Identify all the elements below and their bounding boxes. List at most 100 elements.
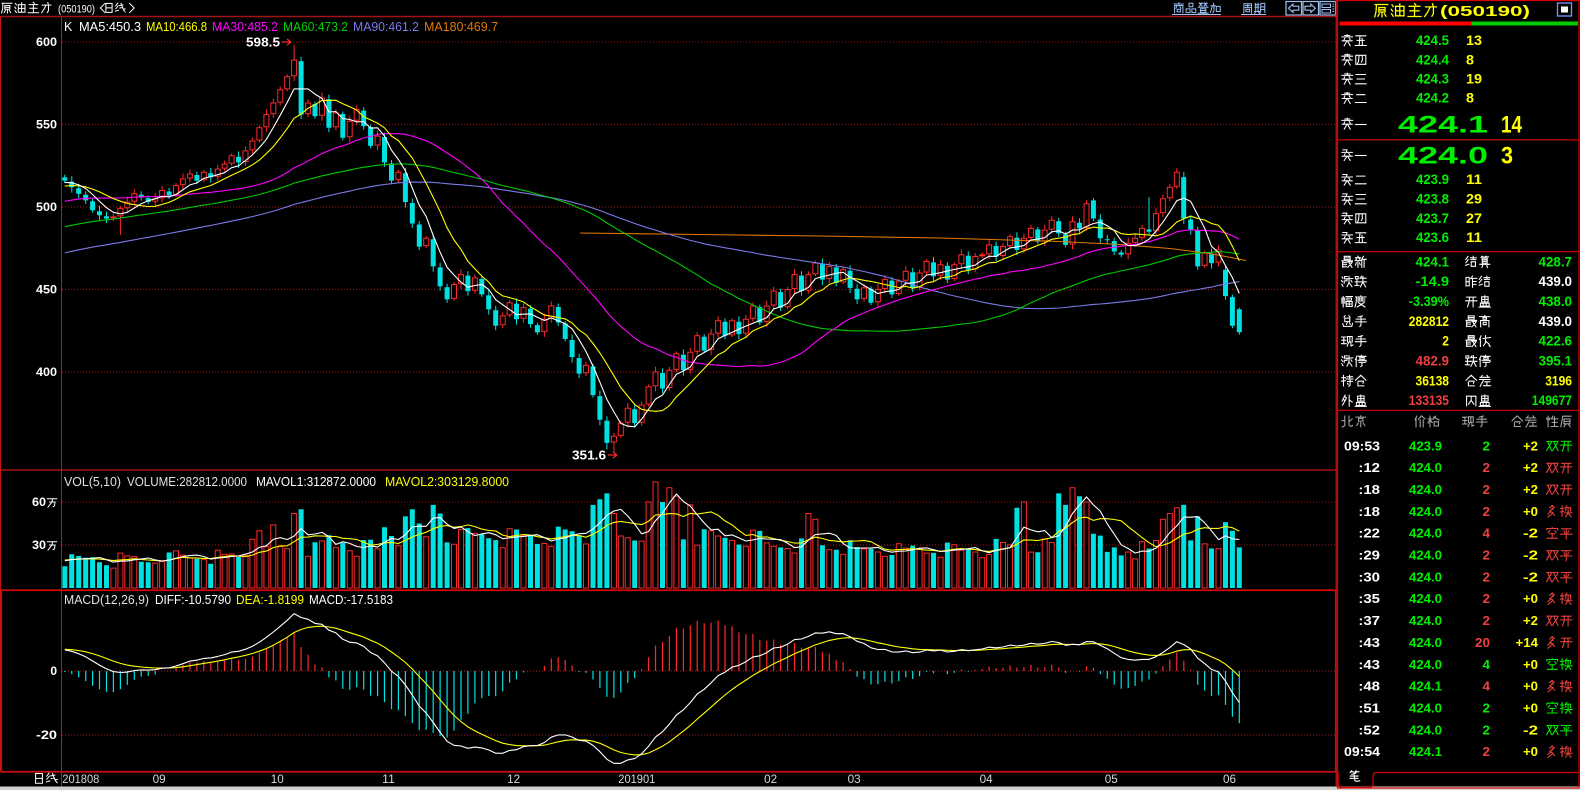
svg-text:424.0: 424.0 (1409, 526, 1442, 541)
svg-text:282812: 282812 (1409, 313, 1449, 329)
svg-text:MAVOL2:303129.8000: MAVOL2:303129.8000 (385, 475, 509, 489)
svg-text::52: :52 (1358, 722, 1380, 737)
svg-text:+2: +2 (1523, 438, 1538, 453)
svg-text::29: :29 (1358, 548, 1380, 563)
svg-text:-20: -20 (36, 728, 57, 742)
svg-text:8: 8 (1466, 90, 1474, 106)
svg-text:424.0: 424.0 (1409, 548, 1442, 563)
svg-text:600: 600 (36, 35, 57, 49)
svg-text:11: 11 (1466, 171, 1482, 187)
svg-text:DEA:-1.8199: DEA:-1.8199 (236, 593, 304, 607)
svg-text::37: :37 (1358, 613, 1380, 628)
svg-text:11: 11 (1466, 229, 1482, 245)
svg-text:0: 0 (50, 664, 57, 678)
svg-text:29: 29 (1466, 191, 1482, 207)
svg-text::12: :12 (1358, 460, 1380, 475)
svg-text:-2: -2 (1523, 526, 1538, 541)
svg-text:09:53: 09:53 (1344, 438, 1380, 453)
svg-text:423.8: 423.8 (1416, 191, 1449, 207)
svg-text:(050190): (050190) (1440, 3, 1530, 20)
svg-text:4: 4 (1483, 657, 1491, 672)
svg-text:(050190): (050190) (58, 4, 95, 16)
svg-text:428.7: 428.7 (1539, 253, 1573, 269)
svg-text:424.2: 424.2 (1416, 90, 1449, 106)
svg-text:450: 450 (36, 283, 57, 297)
svg-text:36138: 36138 (1416, 372, 1450, 388)
svg-text:03: 03 (848, 774, 861, 786)
svg-text:09: 09 (153, 774, 166, 786)
svg-text:500: 500 (36, 200, 57, 214)
svg-text:424.0: 424.0 (1409, 460, 1442, 475)
svg-text:13: 13 (1466, 32, 1482, 48)
svg-text:424.3: 424.3 (1416, 71, 1449, 87)
svg-text:-3.39%: -3.39% (1409, 293, 1450, 309)
svg-text:04: 04 (980, 774, 994, 786)
svg-text:+14: +14 (1516, 635, 1539, 650)
svg-text:424.1: 424.1 (1409, 679, 1442, 694)
svg-text:438.0: 438.0 (1539, 293, 1573, 309)
svg-text:VOLUME:282812.0000: VOLUME:282812.0000 (127, 475, 247, 489)
svg-text:423.9: 423.9 (1416, 171, 1449, 187)
svg-text:424.5: 424.5 (1416, 32, 1449, 48)
svg-text:20: 20 (1475, 635, 1490, 650)
svg-text:423.6: 423.6 (1416, 229, 1449, 245)
svg-text:423.7: 423.7 (1416, 210, 1449, 226)
svg-text:2: 2 (1483, 722, 1491, 737)
svg-text:2: 2 (1483, 460, 1491, 475)
svg-text:19: 19 (1466, 71, 1482, 87)
svg-text:+0: +0 (1523, 701, 1538, 716)
svg-text:133135: 133135 (1409, 392, 1449, 408)
svg-text:424.0: 424.0 (1409, 635, 1442, 650)
svg-text:424.0: 424.0 (1409, 504, 1442, 519)
svg-text:400: 400 (36, 365, 57, 379)
svg-text:-14.9: -14.9 (1416, 273, 1450, 289)
svg-text:09:54: 09:54 (1344, 744, 1381, 759)
svg-text:439.0: 439.0 (1539, 273, 1573, 289)
svg-text:8: 8 (1466, 51, 1474, 67)
svg-text:424.0: 424.0 (1409, 722, 1442, 737)
svg-text:MA90:461.2: MA90:461.2 (353, 20, 419, 34)
svg-text::48: :48 (1358, 679, 1380, 694)
svg-text::51: :51 (1358, 701, 1380, 716)
svg-text:2: 2 (1483, 701, 1491, 716)
svg-text:MAVOL1:312872.0000: MAVOL1:312872.0000 (256, 475, 376, 489)
svg-text:06: 06 (1223, 774, 1236, 786)
svg-text:MA30:485.2: MA30:485.2 (212, 20, 278, 34)
svg-text:+2: +2 (1523, 460, 1538, 475)
svg-text:30: 30 (32, 538, 46, 552)
svg-text:424.1: 424.1 (1416, 253, 1450, 269)
svg-text:482.9: 482.9 (1416, 353, 1450, 369)
svg-text:05: 05 (1105, 774, 1118, 786)
svg-text:201901: 201901 (618, 774, 655, 786)
svg-text:423.9: 423.9 (1409, 438, 1442, 453)
svg-text:439.0: 439.0 (1539, 313, 1573, 329)
svg-text:2: 2 (1483, 613, 1491, 628)
svg-text:+0: +0 (1523, 657, 1538, 672)
svg-text:550: 550 (36, 118, 57, 132)
svg-text:2: 2 (1442, 333, 1449, 349)
svg-text:351.6: 351.6 (572, 449, 606, 463)
svg-text:27: 27 (1466, 210, 1482, 226)
svg-text:3196: 3196 (1545, 372, 1572, 388)
svg-text:K: K (64, 20, 73, 34)
svg-text:-2: -2 (1523, 722, 1538, 737)
svg-text:DIFF:-10.5790: DIFF:-10.5790 (155, 593, 231, 607)
svg-text:201808: 201808 (62, 774, 99, 786)
svg-text:422.6: 422.6 (1539, 333, 1573, 349)
svg-text:149677: 149677 (1532, 392, 1572, 408)
svg-text:598.5: 598.5 (246, 36, 280, 50)
svg-text:11: 11 (382, 774, 395, 786)
svg-text:+0: +0 (1523, 504, 1538, 519)
svg-text:3: 3 (1501, 143, 1513, 170)
svg-text::43: :43 (1358, 657, 1380, 672)
svg-text:60: 60 (32, 495, 46, 509)
svg-text:424.0: 424.0 (1409, 591, 1442, 606)
svg-text:02: 02 (764, 774, 777, 786)
svg-text:424.4: 424.4 (1416, 51, 1449, 67)
svg-text:2: 2 (1483, 482, 1491, 497)
svg-text:395.1: 395.1 (1539, 353, 1573, 369)
svg-text:12: 12 (507, 774, 520, 786)
svg-text:10: 10 (271, 774, 284, 786)
svg-text::18: :18 (1358, 482, 1380, 497)
svg-text::30: :30 (1358, 569, 1380, 584)
